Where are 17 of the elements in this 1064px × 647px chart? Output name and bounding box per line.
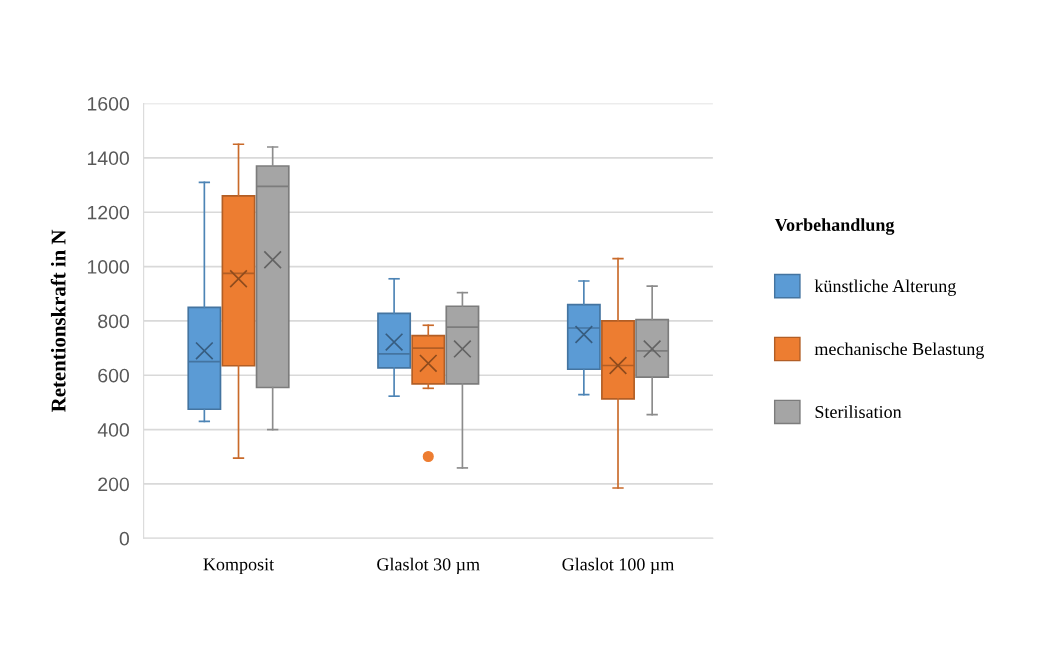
y-tick-label: 1200 xyxy=(87,205,129,220)
y-tick-label: 0 xyxy=(119,531,129,546)
legend-label: mechanische Belastung xyxy=(814,342,985,359)
legend-title: Vorbehandlung xyxy=(774,218,895,235)
legend-label: Sterilisation xyxy=(815,405,902,419)
x-tick-label: Glaslot 100 µm xyxy=(562,557,675,575)
y-tick-label: 400 xyxy=(97,423,129,437)
y-tick-label: 1400 xyxy=(87,151,129,166)
y-axis-title: Retentionskraft in N xyxy=(50,229,66,412)
y-tick-label: 800 xyxy=(98,314,129,329)
y-tick-label: 200 xyxy=(98,477,129,492)
legend-label: künstliche Alterung xyxy=(814,279,956,296)
y-tick-label: 1000 xyxy=(87,260,129,274)
x-tick-label: Komposit xyxy=(203,558,275,575)
x-tick-label: Glaslot 30 µm xyxy=(377,557,480,575)
y-tick-label: 1600 xyxy=(87,96,129,111)
y-tick-label: 600 xyxy=(98,368,129,383)
